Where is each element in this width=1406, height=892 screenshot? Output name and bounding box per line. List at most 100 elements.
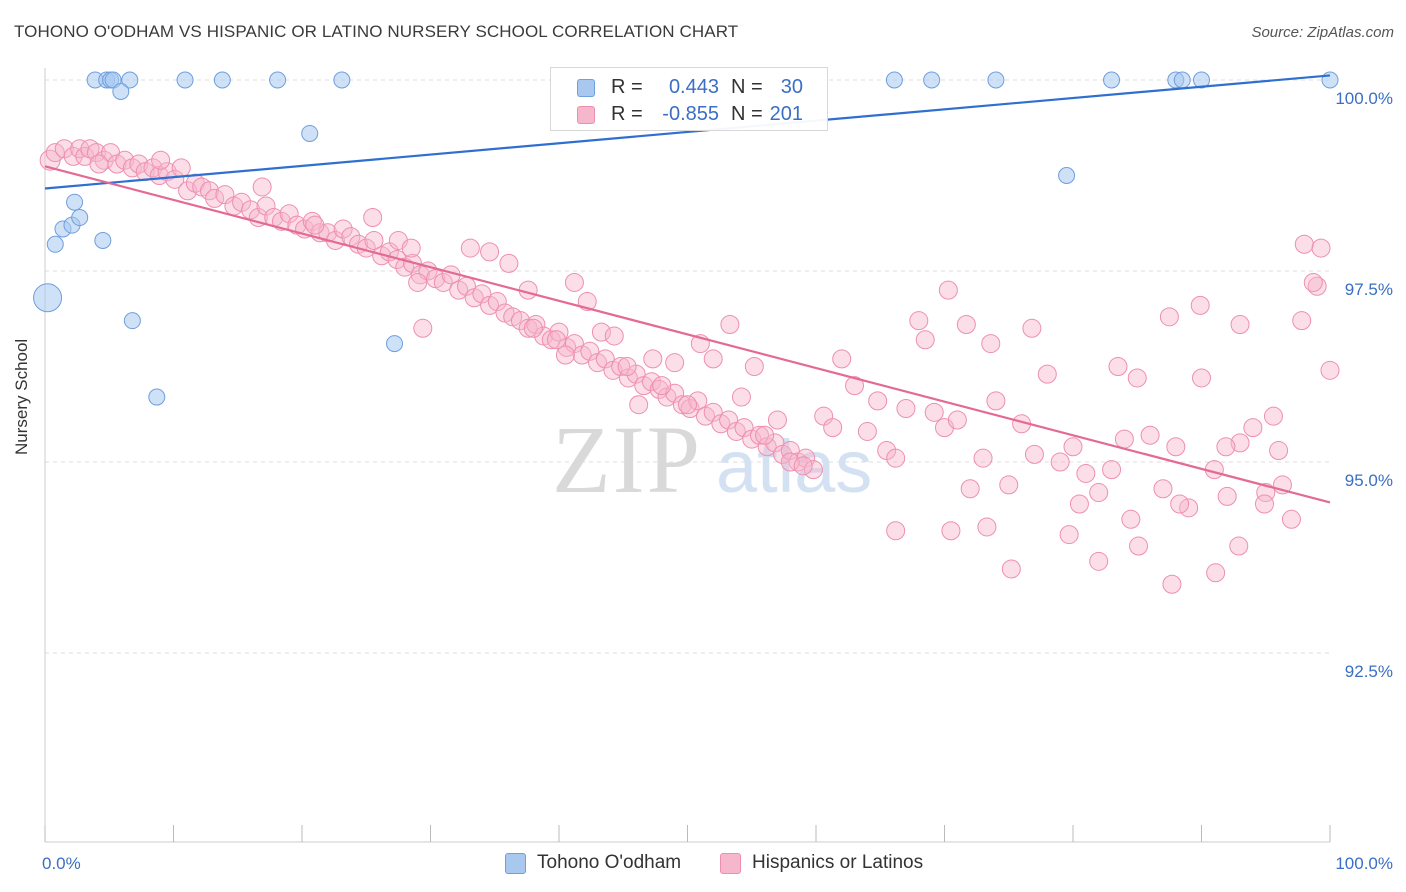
y-tick-label-3: 100.0%: [1335, 89, 1393, 108]
data-point-tohono-1: [46, 235, 64, 253]
data-point-hispanics-167: [1166, 437, 1186, 457]
data-point-hispanics-112: [480, 242, 500, 262]
data-point-hispanics-20: [178, 181, 198, 201]
legend-swatch-hispanics: [577, 106, 595, 124]
data-point-hispanics-33: [279, 204, 299, 224]
data-point-hispanics-134: [767, 410, 787, 430]
trend-lines: [44, 74, 1331, 504]
data-point-hispanics-172: [1230, 433, 1250, 453]
data-point-hispanics-187: [1230, 314, 1250, 334]
data-point-hispanics-136: [793, 456, 813, 476]
data-point-hispanics-159: [1063, 437, 1083, 457]
data-point-hispanics-150: [947, 410, 967, 430]
data-point-hispanics-191: [1311, 238, 1331, 258]
data-point-hispanics-195: [1001, 559, 1021, 579]
data-point-hispanics-169: [1192, 368, 1211, 388]
data-point-hispanics-92: [734, 418, 754, 438]
data-point-hispanics-163: [1114, 429, 1134, 449]
data-point-hispanics-189: [1292, 311, 1312, 331]
data-point-hispanics-146: [909, 311, 929, 331]
data-point-hispanics-80: [642, 372, 662, 392]
data-point-hispanics-126: [665, 353, 685, 373]
data-point-hispanics-13: [129, 154, 149, 174]
data-point-hispanics-32: [271, 211, 291, 231]
data-point-hispanics-154: [999, 475, 1019, 495]
series-hispanics-points: [39, 139, 1340, 594]
watermark-zip: ZIP: [552, 406, 702, 513]
data-point-hispanics-179: [1320, 360, 1340, 380]
data-point-hispanics-141: [857, 421, 877, 441]
x-tick-label-1: 100.0%: [1335, 854, 1393, 873]
chart-title: TOHONO O'ODHAM VS HISPANIC OR LATINO NUR…: [14, 22, 739, 41]
legend-r-label: R =: [611, 76, 643, 98]
legend-row-hispanics: R = -0.855 N = 201: [551, 101, 827, 129]
data-point-hispanics-53: [433, 272, 453, 292]
data-point-hispanics-105: [305, 215, 325, 235]
series-tohono-points: [33, 71, 1339, 406]
data-point-hispanics-198: [1129, 536, 1149, 556]
data-point-hispanics-60: [487, 292, 507, 312]
data-point-tohono-14: [148, 388, 166, 406]
data-point-hispanics-186: [1190, 295, 1210, 315]
data-point-hispanics-171: [1217, 486, 1237, 506]
data-point-hispanics-165: [1140, 425, 1160, 445]
data-point-hispanics-115: [523, 318, 543, 338]
trend-line-hispanics: [44, 165, 1331, 504]
data-point-hispanics-18: [165, 169, 185, 189]
data-point-hispanics-108: [401, 238, 421, 258]
data-point-hispanics-193: [941, 521, 961, 541]
data-point-tohono-25: [1103, 71, 1121, 89]
data-point-hispanics-40: [333, 219, 353, 239]
data-point-tohono-16: [213, 71, 231, 89]
data-point-hispanics-7: [86, 143, 106, 163]
data-point-hispanics-120: [591, 322, 611, 342]
data-point-hispanics-148: [924, 402, 944, 422]
data-point-tohono-15: [176, 71, 194, 89]
data-point-hispanics-185: [1159, 307, 1179, 327]
y-tick-label-0: 92.5%: [1345, 662, 1393, 681]
data-point-hispanics-72: [580, 341, 600, 361]
data-point-hispanics-106: [363, 208, 383, 228]
data-point-hispanics-17: [157, 162, 177, 182]
data-point-hispanics-44: [364, 230, 384, 250]
data-point-hispanics-158: [1050, 452, 1070, 472]
data-point-hispanics-3: [63, 146, 83, 166]
data-point-hispanics-142: [868, 391, 888, 411]
data-point-hispanics-135: [780, 452, 800, 472]
grid-lines: [45, 79, 1330, 654]
data-point-hispanics-161: [1089, 483, 1109, 503]
data-point-hispanics-188: [1263, 406, 1283, 426]
axes: [44, 68, 1331, 843]
data-point-tohono-24: [1058, 167, 1076, 184]
data-point-hispanics-110: [413, 318, 433, 338]
data-point-hispanics-162: [1102, 460, 1122, 480]
data-point-hispanics-176: [1281, 509, 1301, 529]
data-point-tohono-0: [33, 283, 63, 313]
data-point-hispanics-204: [1170, 494, 1190, 514]
data-point-hispanics-113: [499, 253, 519, 273]
legend-swatch-tohono: [577, 79, 595, 97]
data-point-hispanics-94: [749, 425, 769, 445]
data-point-tohono-20: [386, 335, 404, 353]
data-point-hispanics-175: [1269, 441, 1289, 461]
legend-label-tohono: Tohono O'odham: [537, 852, 682, 873]
data-point-hispanics-109: [408, 272, 428, 292]
data-point-tohono-12: [112, 82, 130, 100]
legend-r-label: R =: [611, 103, 643, 125]
data-point-hispanics-103: [151, 150, 171, 170]
data-point-hispanics-192: [886, 521, 906, 541]
data-point-hispanics-98: [780, 441, 800, 461]
data-point-hispanics-151: [960, 479, 980, 499]
watermark: ZIP atlas: [552, 406, 872, 513]
legend-n-value: 30: [780, 76, 803, 98]
data-point-hispanics-8: [94, 150, 114, 170]
data-point-tohono-5: [71, 209, 89, 227]
data-point-hispanics-130: [720, 314, 740, 334]
data-point-tohono-23: [987, 71, 1005, 89]
data-point-hispanics-156: [1024, 444, 1044, 464]
data-point-hispanics-129: [703, 349, 723, 369]
data-point-hispanics-131: [731, 387, 751, 407]
data-point-hispanics-177: [1294, 234, 1314, 254]
data-point-hispanics-74: [595, 349, 615, 369]
